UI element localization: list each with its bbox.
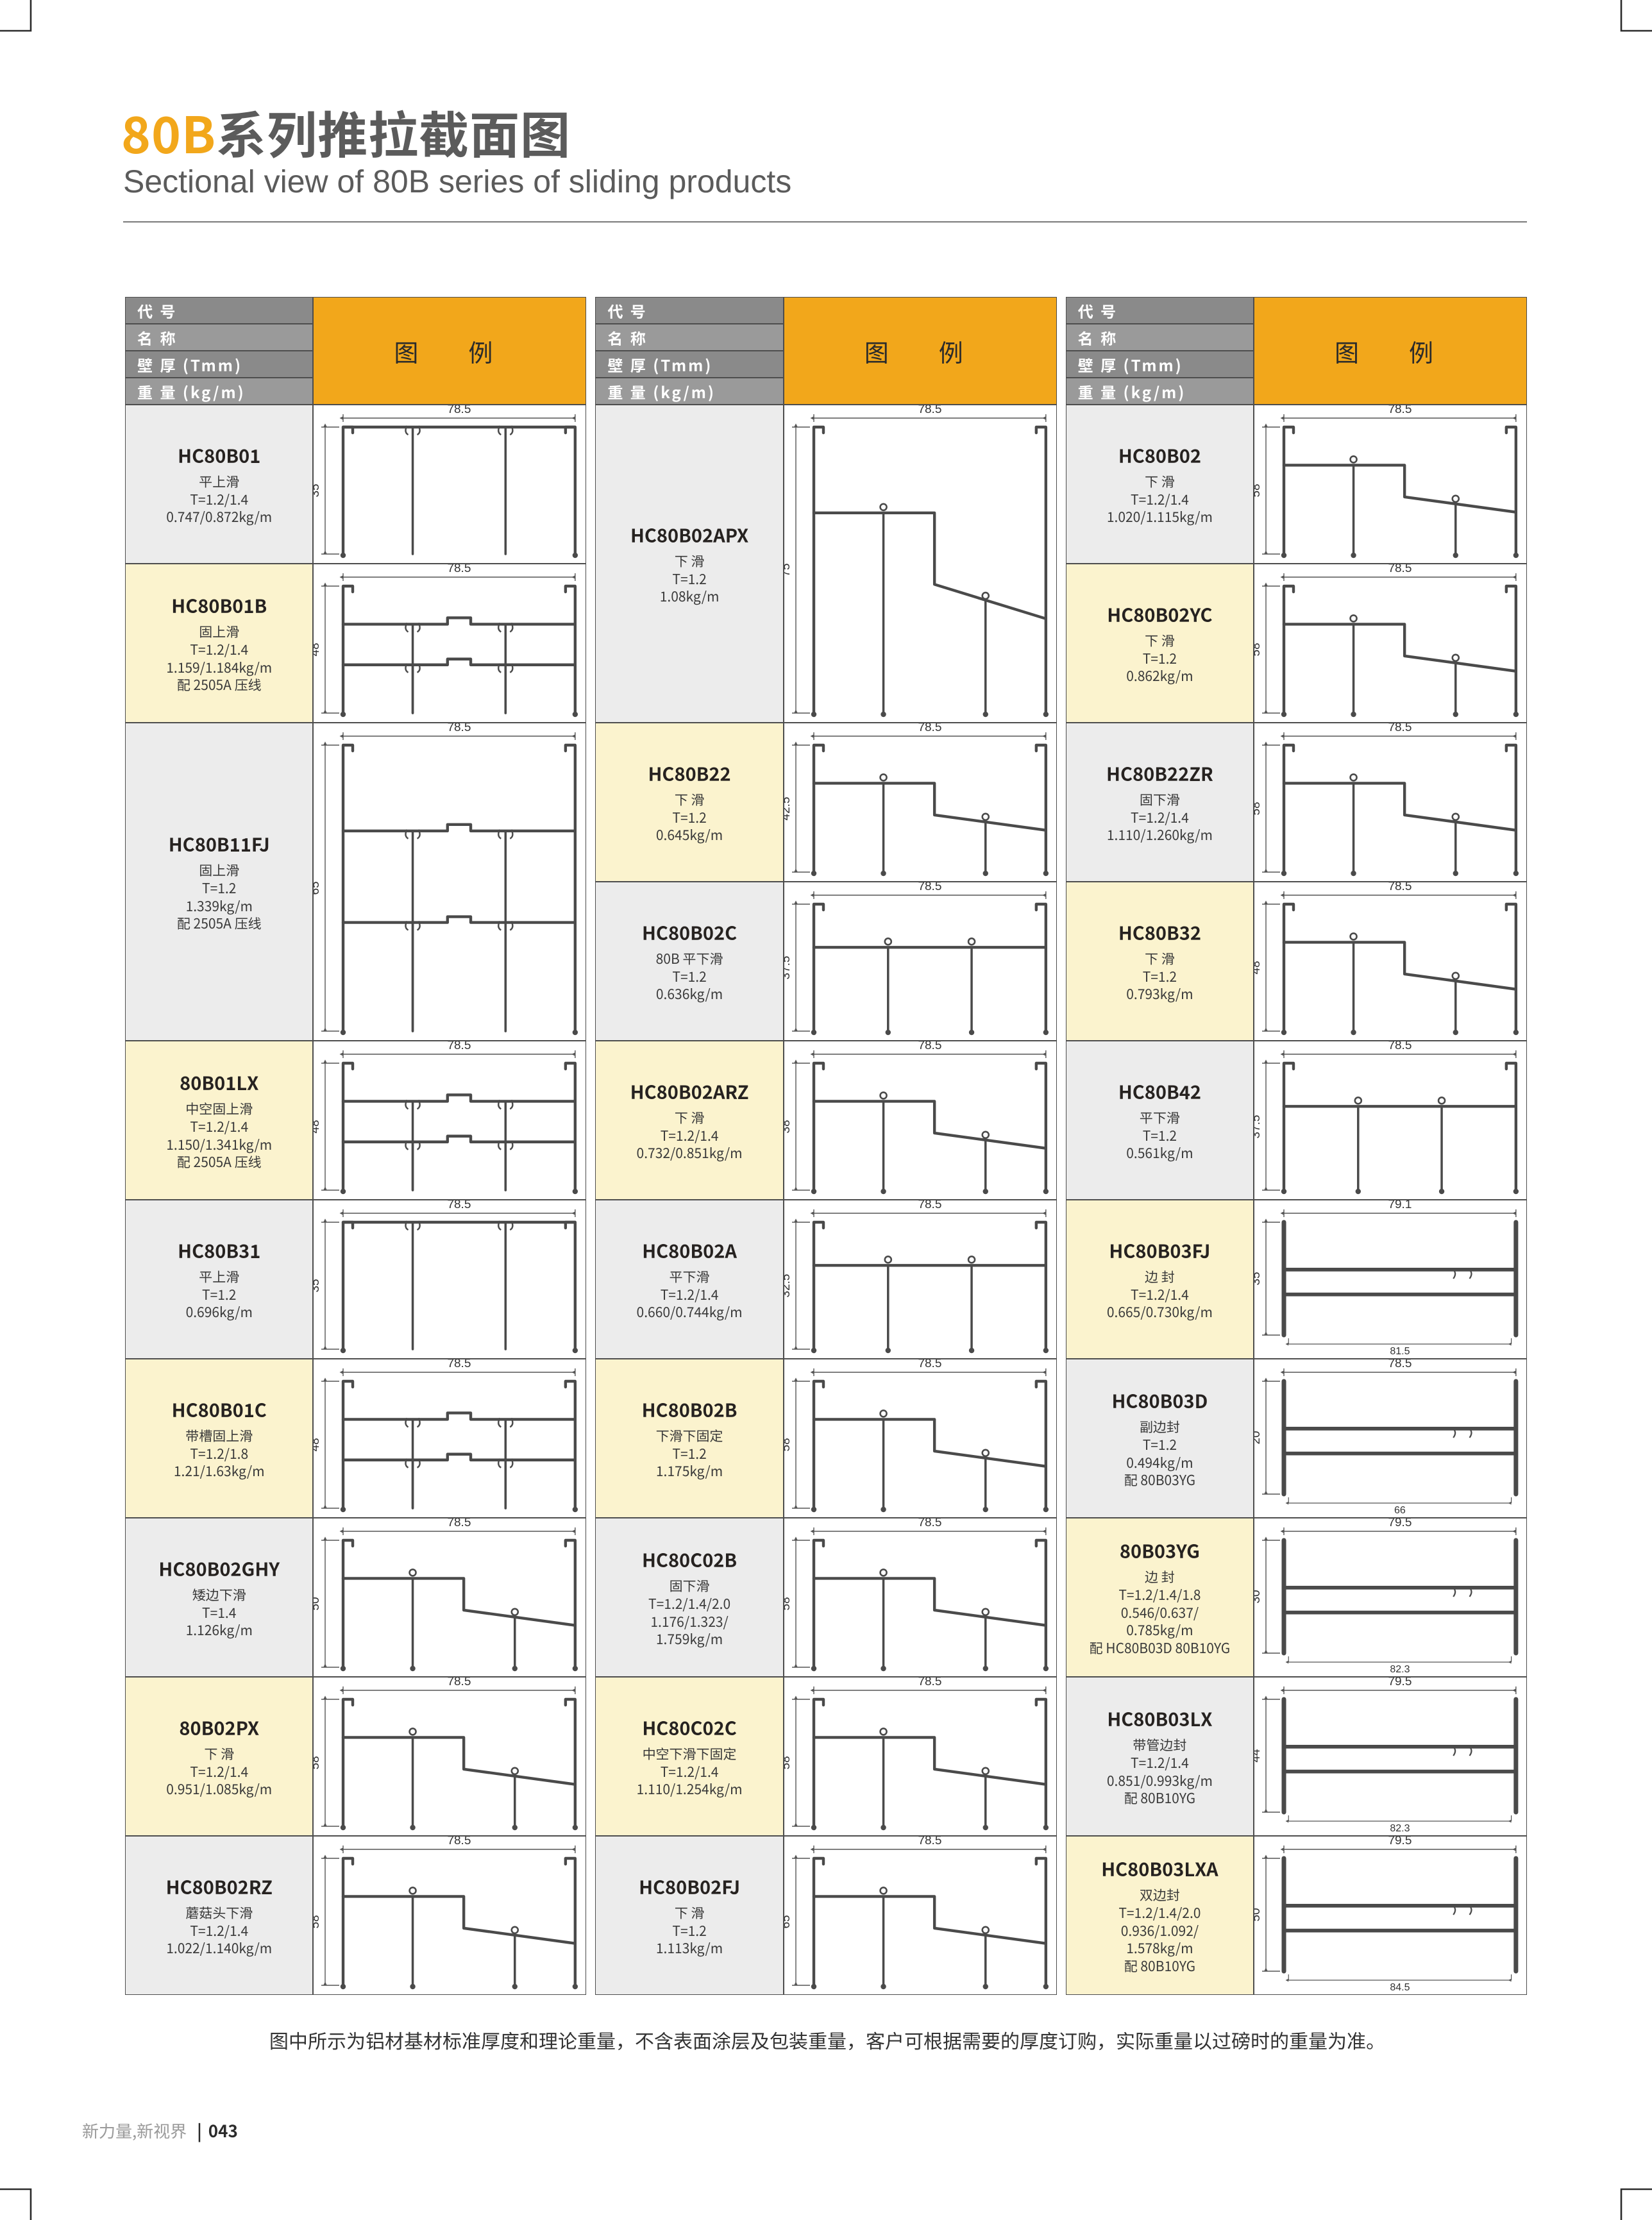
svg-text:78.5: 78.5 xyxy=(448,1041,471,1052)
svg-text:58: 58 xyxy=(1254,484,1263,497)
svg-text:48: 48 xyxy=(314,1120,322,1133)
svg-text:32.5: 32.5 xyxy=(784,1274,793,1298)
svg-text:58: 58 xyxy=(1254,643,1263,656)
svg-text:65: 65 xyxy=(314,881,322,895)
svg-text:44: 44 xyxy=(1254,1749,1263,1763)
svg-text:78.5: 78.5 xyxy=(448,1678,471,1688)
svg-text:79.1: 79.1 xyxy=(1388,1200,1412,1211)
svg-text:78.5: 78.5 xyxy=(918,1200,941,1211)
svg-text:79.5: 79.5 xyxy=(1388,1678,1412,1688)
svg-text:37.5: 37.5 xyxy=(784,956,793,980)
svg-text:58: 58 xyxy=(784,1756,793,1769)
svg-text:78.5: 78.5 xyxy=(1388,1359,1412,1370)
svg-text:78.5: 78.5 xyxy=(918,1518,941,1529)
svg-text:78.5: 78.5 xyxy=(1388,564,1412,575)
svg-text:66: 66 xyxy=(1394,1505,1406,1516)
svg-text:35: 35 xyxy=(314,1279,322,1292)
svg-text:79.5: 79.5 xyxy=(1388,1837,1412,1847)
svg-text:82.3: 82.3 xyxy=(1390,1664,1410,1675)
svg-text:78.5: 78.5 xyxy=(918,1837,941,1847)
svg-text:78.5: 78.5 xyxy=(1388,405,1412,416)
svg-text:58: 58 xyxy=(1254,802,1263,815)
svg-text:50: 50 xyxy=(1254,1908,1263,1921)
svg-text:78.5: 78.5 xyxy=(918,1041,941,1052)
svg-text:75: 75 xyxy=(784,563,793,576)
svg-text:78.5: 78.5 xyxy=(448,1837,471,1847)
svg-text:78.5: 78.5 xyxy=(1388,1041,1412,1052)
svg-text:30: 30 xyxy=(1254,1590,1263,1603)
svg-text:78.5: 78.5 xyxy=(448,1359,471,1370)
svg-text:65: 65 xyxy=(784,1915,793,1928)
svg-text:78.5: 78.5 xyxy=(448,405,471,416)
svg-text:78.5: 78.5 xyxy=(1388,723,1412,734)
svg-text:81.5: 81.5 xyxy=(1390,1346,1410,1357)
svg-text:82.3: 82.3 xyxy=(1390,1823,1410,1834)
svg-text:50: 50 xyxy=(314,1597,322,1610)
svg-text:35: 35 xyxy=(1254,1272,1263,1285)
svg-text:38: 38 xyxy=(784,1120,793,1133)
svg-text:84.5: 84.5 xyxy=(1390,1982,1410,1993)
svg-text:78.5: 78.5 xyxy=(918,1678,941,1688)
svg-text:78.5: 78.5 xyxy=(448,723,471,734)
svg-text:78.5: 78.5 xyxy=(918,405,941,416)
svg-text:35: 35 xyxy=(314,484,322,497)
svg-text:78.5: 78.5 xyxy=(1388,882,1412,893)
svg-text:58: 58 xyxy=(784,1438,793,1451)
svg-text:78.5: 78.5 xyxy=(448,564,471,575)
svg-text:78.5: 78.5 xyxy=(918,882,941,893)
svg-text:78.5: 78.5 xyxy=(918,1359,941,1370)
svg-text:78.5: 78.5 xyxy=(448,1518,471,1529)
svg-text:78.5: 78.5 xyxy=(448,1200,471,1211)
svg-text:48: 48 xyxy=(314,643,322,656)
svg-text:20: 20 xyxy=(1254,1431,1263,1444)
svg-text:42.5: 42.5 xyxy=(784,797,793,821)
svg-text:58: 58 xyxy=(314,1915,322,1928)
svg-text:37.5: 37.5 xyxy=(1254,1115,1263,1139)
svg-text:58: 58 xyxy=(784,1597,793,1610)
svg-text:79.5: 79.5 xyxy=(1388,1518,1412,1529)
svg-text:48: 48 xyxy=(314,1438,322,1451)
svg-text:58: 58 xyxy=(314,1756,322,1769)
svg-text:78.5: 78.5 xyxy=(918,723,941,734)
svg-text:48: 48 xyxy=(1254,961,1263,974)
